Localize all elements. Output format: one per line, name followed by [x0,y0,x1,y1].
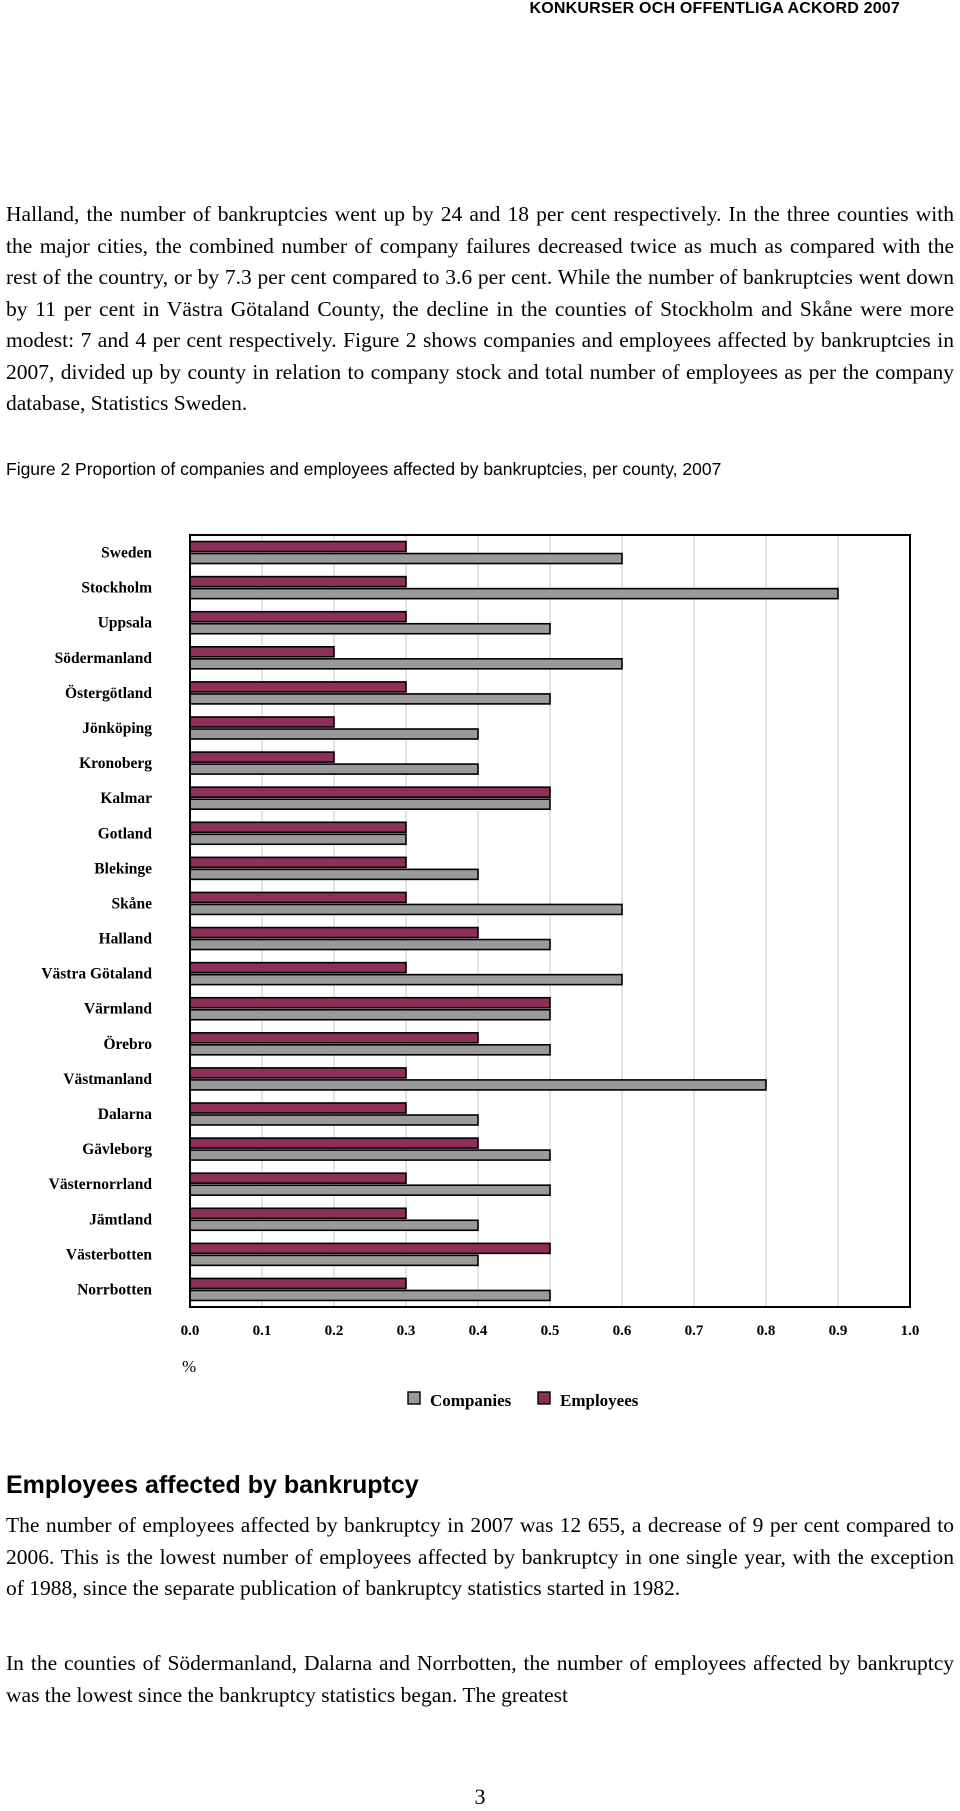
page-number: 3 [474,1784,486,1809]
legend-swatch-companies [407,1391,421,1405]
x-tick-label: 0.8 [757,1323,776,1339]
bar-employees-sweden [189,540,407,553]
x-tick-label: 0.4 [469,1323,488,1339]
bar-companies-vasterbotten [189,1254,479,1267]
bar-companies-stockholm [189,587,839,600]
category-label: Norrbotten [77,1281,152,1298]
category-label: Västmanland [63,1071,152,1088]
x-tick-label: 0.0 [181,1323,200,1339]
bar-companies-ostergotland [189,693,551,705]
bar-companies-jonkoping [189,728,479,740]
category-label: Kalmar [100,790,152,807]
bar-companies-skane [189,903,623,916]
bar-employees-blekinge [189,856,407,869]
category-label: Kronoberg [79,755,152,772]
bar-companies-sweden [189,552,623,565]
category-label: Halland [99,931,153,948]
bar-companies-gavleborg [189,1149,551,1161]
bar-companies-dalarna [189,1114,479,1126]
category-label: Örebro [103,1036,152,1053]
chart-plot-frame [189,534,911,1308]
bar-employees-halland [189,926,479,939]
chart-bars [189,540,839,1302]
bar-companies-sodermanland [189,658,623,670]
category-label: Västerbotten [66,1246,152,1263]
bar-employees-kalmar [189,786,551,798]
bar-companies-uppsala [189,622,551,635]
category-label: Västra Götaland [41,966,152,983]
chart-legend: Companies Employees [407,1391,639,1410]
bar-employees-vasternorrland [189,1172,407,1184]
bar-employees-vasterbotten [189,1242,551,1255]
bar-employees-varmland [189,996,551,1009]
chart-x-axis-label: % [182,1357,196,1376]
category-label: Södermanland [55,650,153,667]
legend-swatch-employees [537,1391,551,1405]
bar-employees-dalarna [189,1102,407,1114]
x-tick-label: 0.7 [685,1323,704,1339]
x-tick-label: 0.6 [613,1323,632,1339]
bar-employees-jamtland [189,1207,407,1220]
x-tick-label: 0.3 [397,1323,416,1339]
bar-employees-gavleborg [189,1137,479,1149]
bar-companies-jamtland [189,1219,479,1232]
category-label: Jönköping [82,720,152,737]
category-label: Sweden [101,545,152,562]
bar-companies-vastra-gotaland [189,973,623,986]
category-label: Jämtland [89,1211,152,1228]
bar-employees-ostergotland [189,681,407,693]
bar-companies-gotland [189,833,407,846]
x-tick-label: 0.1 [253,1323,272,1339]
bar-employees-vastmanland [189,1067,407,1079]
running-header: KONKURSER OCH OFFENTLIGA ACKORD 2007 [529,0,900,17]
category-label: Skåne [112,895,153,912]
bar-companies-norrbotten [189,1289,551,1302]
bar-companies-vastmanland [189,1079,767,1091]
bar-chart-svg: Sweden Stockholm Uppsala Södermanland Österg… [41,534,920,1410]
bar-employees-norrbotten [189,1277,407,1290]
bar-employees-gotland [189,821,407,834]
x-tick-label: 0.2 [325,1323,344,1339]
body-paragraph-1: Halland, the number of bankruptcies went… [6,202,954,415]
bar-employees-orebro [189,1032,479,1044]
bar-employees-jonkoping [189,716,335,728]
bar-companies-halland [189,938,551,951]
body-paragraph-2: The number of employees affected by bank… [6,1513,954,1600]
figure-caption: Figure 2 Proportion of companies and emp… [6,459,722,479]
x-tick-label: 1.0 [901,1323,920,1339]
bar-companies-kalmar [189,798,551,810]
bar-employees-sodermanland [189,646,335,658]
category-label: Västernorrland [49,1176,153,1193]
x-tick-label: 0.9 [829,1323,848,1339]
section-heading: Employees affected by bankruptcy [6,1471,419,1499]
bar-employees-vastra-gotaland [189,961,407,974]
bar-employees-uppsala [189,610,407,623]
category-label: Gotland [98,825,153,842]
category-label: Blekinge [94,860,152,877]
category-label: Dalarna [98,1106,153,1123]
category-label: Stockholm [81,580,152,597]
chart-x-tick-labels: 0.0 0.1 0.2 0.3 0.4 0.5 0.6 0.7 0.8 0.9 1.0 [181,1323,920,1339]
figure-2-chart: Sweden Stockholm Uppsala Södermanland Österg… [0,525,960,1435]
category-label: Gävleborg [82,1141,152,1158]
bar-employees-stockholm [189,575,407,588]
bar-companies-orebro [189,1044,551,1056]
body-paragraph-3: In the counties of Södermanland, Dalarna… [6,1651,954,1707]
category-label: Östergötland [65,685,152,702]
chart-category-labels: Sweden Stockholm Uppsala Södermanland Österg… [41,545,152,1299]
bar-companies-vasternorrland [189,1184,551,1196]
bar-employees-kronoberg [189,751,335,763]
bar-companies-varmland [189,1008,551,1021]
category-label: Värmland [84,1001,152,1018]
bar-companies-kronoberg [189,763,479,775]
legend-label-employees: Employees [560,1391,639,1410]
legend-label-companies: Companies [430,1391,512,1410]
bar-employees-skane [189,891,407,904]
category-label: Uppsala [98,615,153,632]
bar-companies-blekinge [189,868,479,881]
x-tick-label: 0.5 [541,1323,560,1339]
